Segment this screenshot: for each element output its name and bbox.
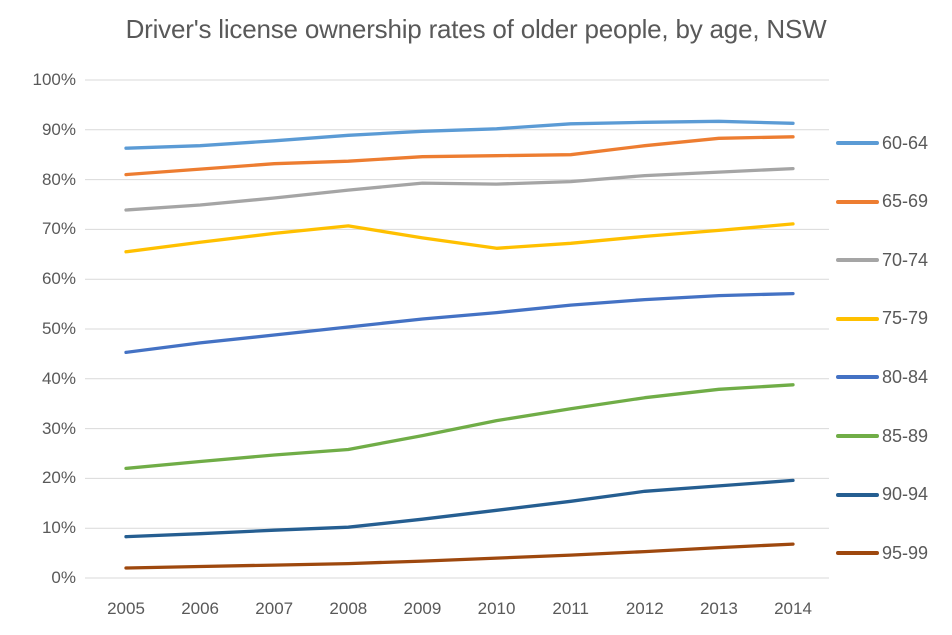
y-axis-tick-label: 20% bbox=[41, 468, 76, 488]
legend-item-65-69: 65-69 bbox=[836, 188, 928, 216]
legend-label: 70-74 bbox=[882, 249, 929, 270]
x-axis-tick-label: 2013 bbox=[699, 599, 738, 618]
series-line-90-94 bbox=[124, 478, 795, 539]
legend-item-75-79: 75-79 bbox=[836, 305, 928, 333]
x-axis-tick-label: 2007 bbox=[255, 599, 294, 618]
legend-swatch-95-99 bbox=[836, 551, 879, 556]
x-axis-tick-label: 2010 bbox=[477, 599, 516, 618]
x-axis-tick-label: 2012 bbox=[625, 599, 664, 618]
y-axis-tick-label: 80% bbox=[41, 169, 76, 189]
legend-item-85-89: 85-89 bbox=[836, 422, 928, 450]
x-axis-tick-label: 2005 bbox=[107, 599, 145, 618]
y-axis-tick-label: 40% bbox=[41, 368, 76, 388]
legend-swatch-60-64 bbox=[836, 141, 879, 145]
series-line-70-74 bbox=[124, 166, 795, 212]
y-axis-tick-label: 90% bbox=[41, 119, 76, 139]
legend-label: 95-99 bbox=[882, 542, 929, 563]
x-axis-tick-label: 2011 bbox=[552, 599, 589, 618]
legend-item-90-94: 90-94 bbox=[836, 481, 928, 509]
x-axis-tick-label: 2014 bbox=[774, 599, 812, 618]
y-axis-tick-label: 0% bbox=[51, 568, 76, 587]
series-line-85-89 bbox=[124, 383, 795, 471]
y-axis-tick-label: 100% bbox=[32, 70, 76, 89]
legend: 60-64 65-69 70-74 75-79 80-84 85-89 90-94 95-99 bbox=[836, 0, 952, 635]
legend-swatch-80-84 bbox=[836, 375, 879, 380]
legend-swatch-70-74 bbox=[836, 258, 879, 263]
legend-swatch-90-94 bbox=[836, 492, 879, 497]
legend-label: 85-89 bbox=[882, 425, 929, 446]
series-line-80-84 bbox=[124, 291, 795, 355]
legend-item-60-64: 60-64 bbox=[836, 129, 928, 157]
y-axis-tick-label: 60% bbox=[41, 269, 76, 289]
series-line-75-79 bbox=[124, 222, 795, 254]
y-axis-tick-label: 50% bbox=[41, 319, 76, 338]
y-axis-tick-label: 30% bbox=[41, 418, 76, 438]
x-axis-tick-label: 2006 bbox=[181, 599, 220, 618]
legend-label: 65-69 bbox=[882, 191, 929, 212]
series-line-60-64 bbox=[124, 119, 795, 150]
series-line-65-69 bbox=[124, 135, 795, 177]
series-line-95-99 bbox=[124, 542, 795, 570]
legend-item-80-84: 80-84 bbox=[836, 363, 928, 391]
x-axis-tick-label: 2009 bbox=[403, 599, 442, 618]
legend-swatch-85-89 bbox=[836, 434, 879, 438]
y-axis-tick-label: 70% bbox=[41, 219, 76, 239]
legend-label: 80-84 bbox=[882, 366, 929, 387]
legend-item-70-74: 70-74 bbox=[836, 246, 928, 274]
legend-swatch-65-69 bbox=[836, 199, 879, 204]
legend-label: 60-64 bbox=[882, 132, 929, 153]
y-axis-tick-label: 10% bbox=[41, 518, 76, 538]
legend-label: 75-79 bbox=[882, 308, 929, 329]
legend-label: 90-94 bbox=[882, 484, 929, 505]
x-axis-tick-label: 2008 bbox=[329, 599, 368, 618]
legend-item-95-99: 95-99 bbox=[836, 539, 928, 567]
chart-title: Driver's license ownership rates of olde… bbox=[125, 14, 827, 44]
legend-swatch-75-79 bbox=[836, 316, 879, 321]
